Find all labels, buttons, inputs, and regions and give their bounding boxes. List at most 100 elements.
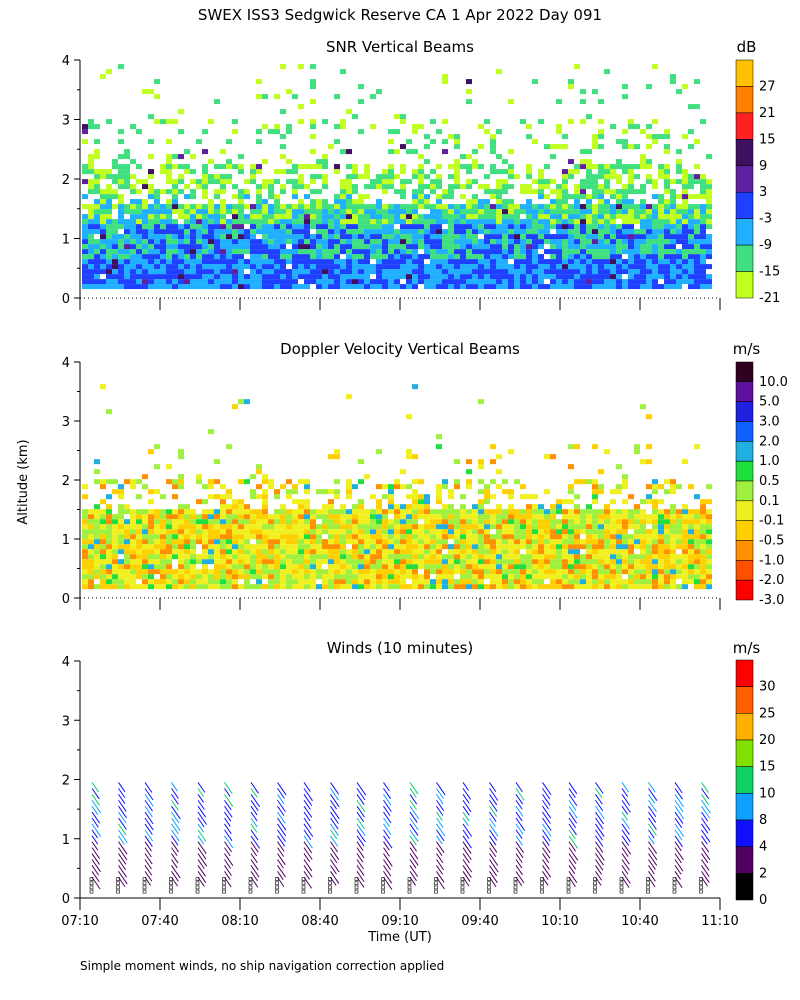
data-cell xyxy=(436,584,442,590)
missing-marker xyxy=(513,889,518,894)
data-cell xyxy=(94,264,100,270)
data-cell xyxy=(106,509,112,515)
data-cell xyxy=(298,244,304,250)
wind-barb xyxy=(436,794,444,805)
data-cell xyxy=(484,174,490,180)
y-tick-label: 4 xyxy=(62,54,70,69)
data-cell xyxy=(622,234,628,240)
panel-title: Doppler Velocity Vertical Beams xyxy=(280,340,520,358)
wind-barb xyxy=(144,782,153,793)
data-cell xyxy=(676,274,682,280)
wind-barb xyxy=(542,829,551,842)
wind-barb xyxy=(144,853,153,865)
data-cell xyxy=(100,479,106,485)
data-cell xyxy=(346,249,352,255)
data-cell xyxy=(400,244,406,250)
data-cell xyxy=(118,129,124,135)
data-cell xyxy=(418,514,424,520)
data-cell xyxy=(430,179,436,185)
data-cell xyxy=(340,69,346,75)
data-cell xyxy=(304,569,310,575)
data-cell xyxy=(328,259,334,265)
data-cell xyxy=(94,584,100,590)
data-cell xyxy=(616,284,622,290)
data-cell xyxy=(316,259,322,265)
wind-barb xyxy=(330,865,337,875)
data-cell xyxy=(676,194,682,200)
data-cell xyxy=(232,584,238,590)
data-cell xyxy=(550,204,556,210)
data-cell xyxy=(166,479,172,485)
data-cell xyxy=(568,259,574,265)
data-cell xyxy=(268,269,274,275)
data-cell xyxy=(592,489,598,495)
data-cell xyxy=(172,519,178,525)
data-cell xyxy=(106,274,112,280)
data-cell xyxy=(598,554,604,560)
data-cell xyxy=(208,544,214,550)
data-cell xyxy=(478,509,484,515)
data-cell xyxy=(532,529,538,535)
data-cell xyxy=(388,509,394,515)
data-cell xyxy=(310,264,316,270)
data-cell xyxy=(622,534,628,540)
data-cell xyxy=(130,234,136,240)
data-cell xyxy=(598,489,604,495)
data-cell xyxy=(250,509,256,515)
data-cell xyxy=(142,279,148,285)
data-cell xyxy=(688,234,694,240)
data-cell xyxy=(364,579,370,585)
data-cell xyxy=(244,479,250,485)
data-cell xyxy=(220,249,226,255)
data-cell xyxy=(340,524,346,530)
data-cell xyxy=(424,554,430,560)
data-cell xyxy=(202,224,208,230)
data-cell xyxy=(556,144,562,150)
data-cell xyxy=(328,524,334,530)
data-cell xyxy=(682,194,688,200)
data-cell xyxy=(622,564,628,570)
data-cell xyxy=(556,224,562,230)
wind-barb xyxy=(648,788,658,801)
data-cell xyxy=(142,544,148,550)
wind-barb xyxy=(91,782,99,793)
data-cell xyxy=(466,169,472,175)
wind-barb xyxy=(701,799,711,814)
data-cell xyxy=(406,204,412,210)
wind-barb xyxy=(542,841,551,854)
data-cell xyxy=(190,584,196,590)
data-cell xyxy=(568,234,574,240)
data-cell xyxy=(298,264,304,270)
data-cell xyxy=(292,279,298,285)
missing-marker xyxy=(513,885,518,890)
data-cell xyxy=(412,549,418,555)
data-cell xyxy=(136,519,142,525)
data-cell xyxy=(358,84,364,90)
data-cell xyxy=(622,474,628,480)
data-cell xyxy=(688,574,694,580)
data-cell xyxy=(688,514,694,520)
data-cell xyxy=(220,254,226,260)
missing-marker xyxy=(646,877,650,881)
data-cell xyxy=(484,549,490,555)
data-cell xyxy=(220,189,226,195)
data-cell xyxy=(472,274,478,280)
data-cell xyxy=(424,249,430,255)
data-cell xyxy=(304,584,310,590)
data-cell xyxy=(208,199,214,205)
data-cell xyxy=(634,524,640,530)
data-cell xyxy=(292,544,298,550)
data-cell xyxy=(220,514,226,520)
data-cell xyxy=(490,254,496,260)
data-cell xyxy=(214,569,220,575)
data-cell xyxy=(370,204,376,210)
wind-barb xyxy=(595,817,604,830)
data-cell xyxy=(682,584,688,590)
data-cell xyxy=(226,204,232,210)
data-cell xyxy=(256,279,262,285)
data-cell xyxy=(448,264,454,270)
data-cell xyxy=(454,529,460,535)
data-cell xyxy=(460,234,466,240)
data-cell xyxy=(574,249,580,255)
data-cell xyxy=(400,484,406,490)
